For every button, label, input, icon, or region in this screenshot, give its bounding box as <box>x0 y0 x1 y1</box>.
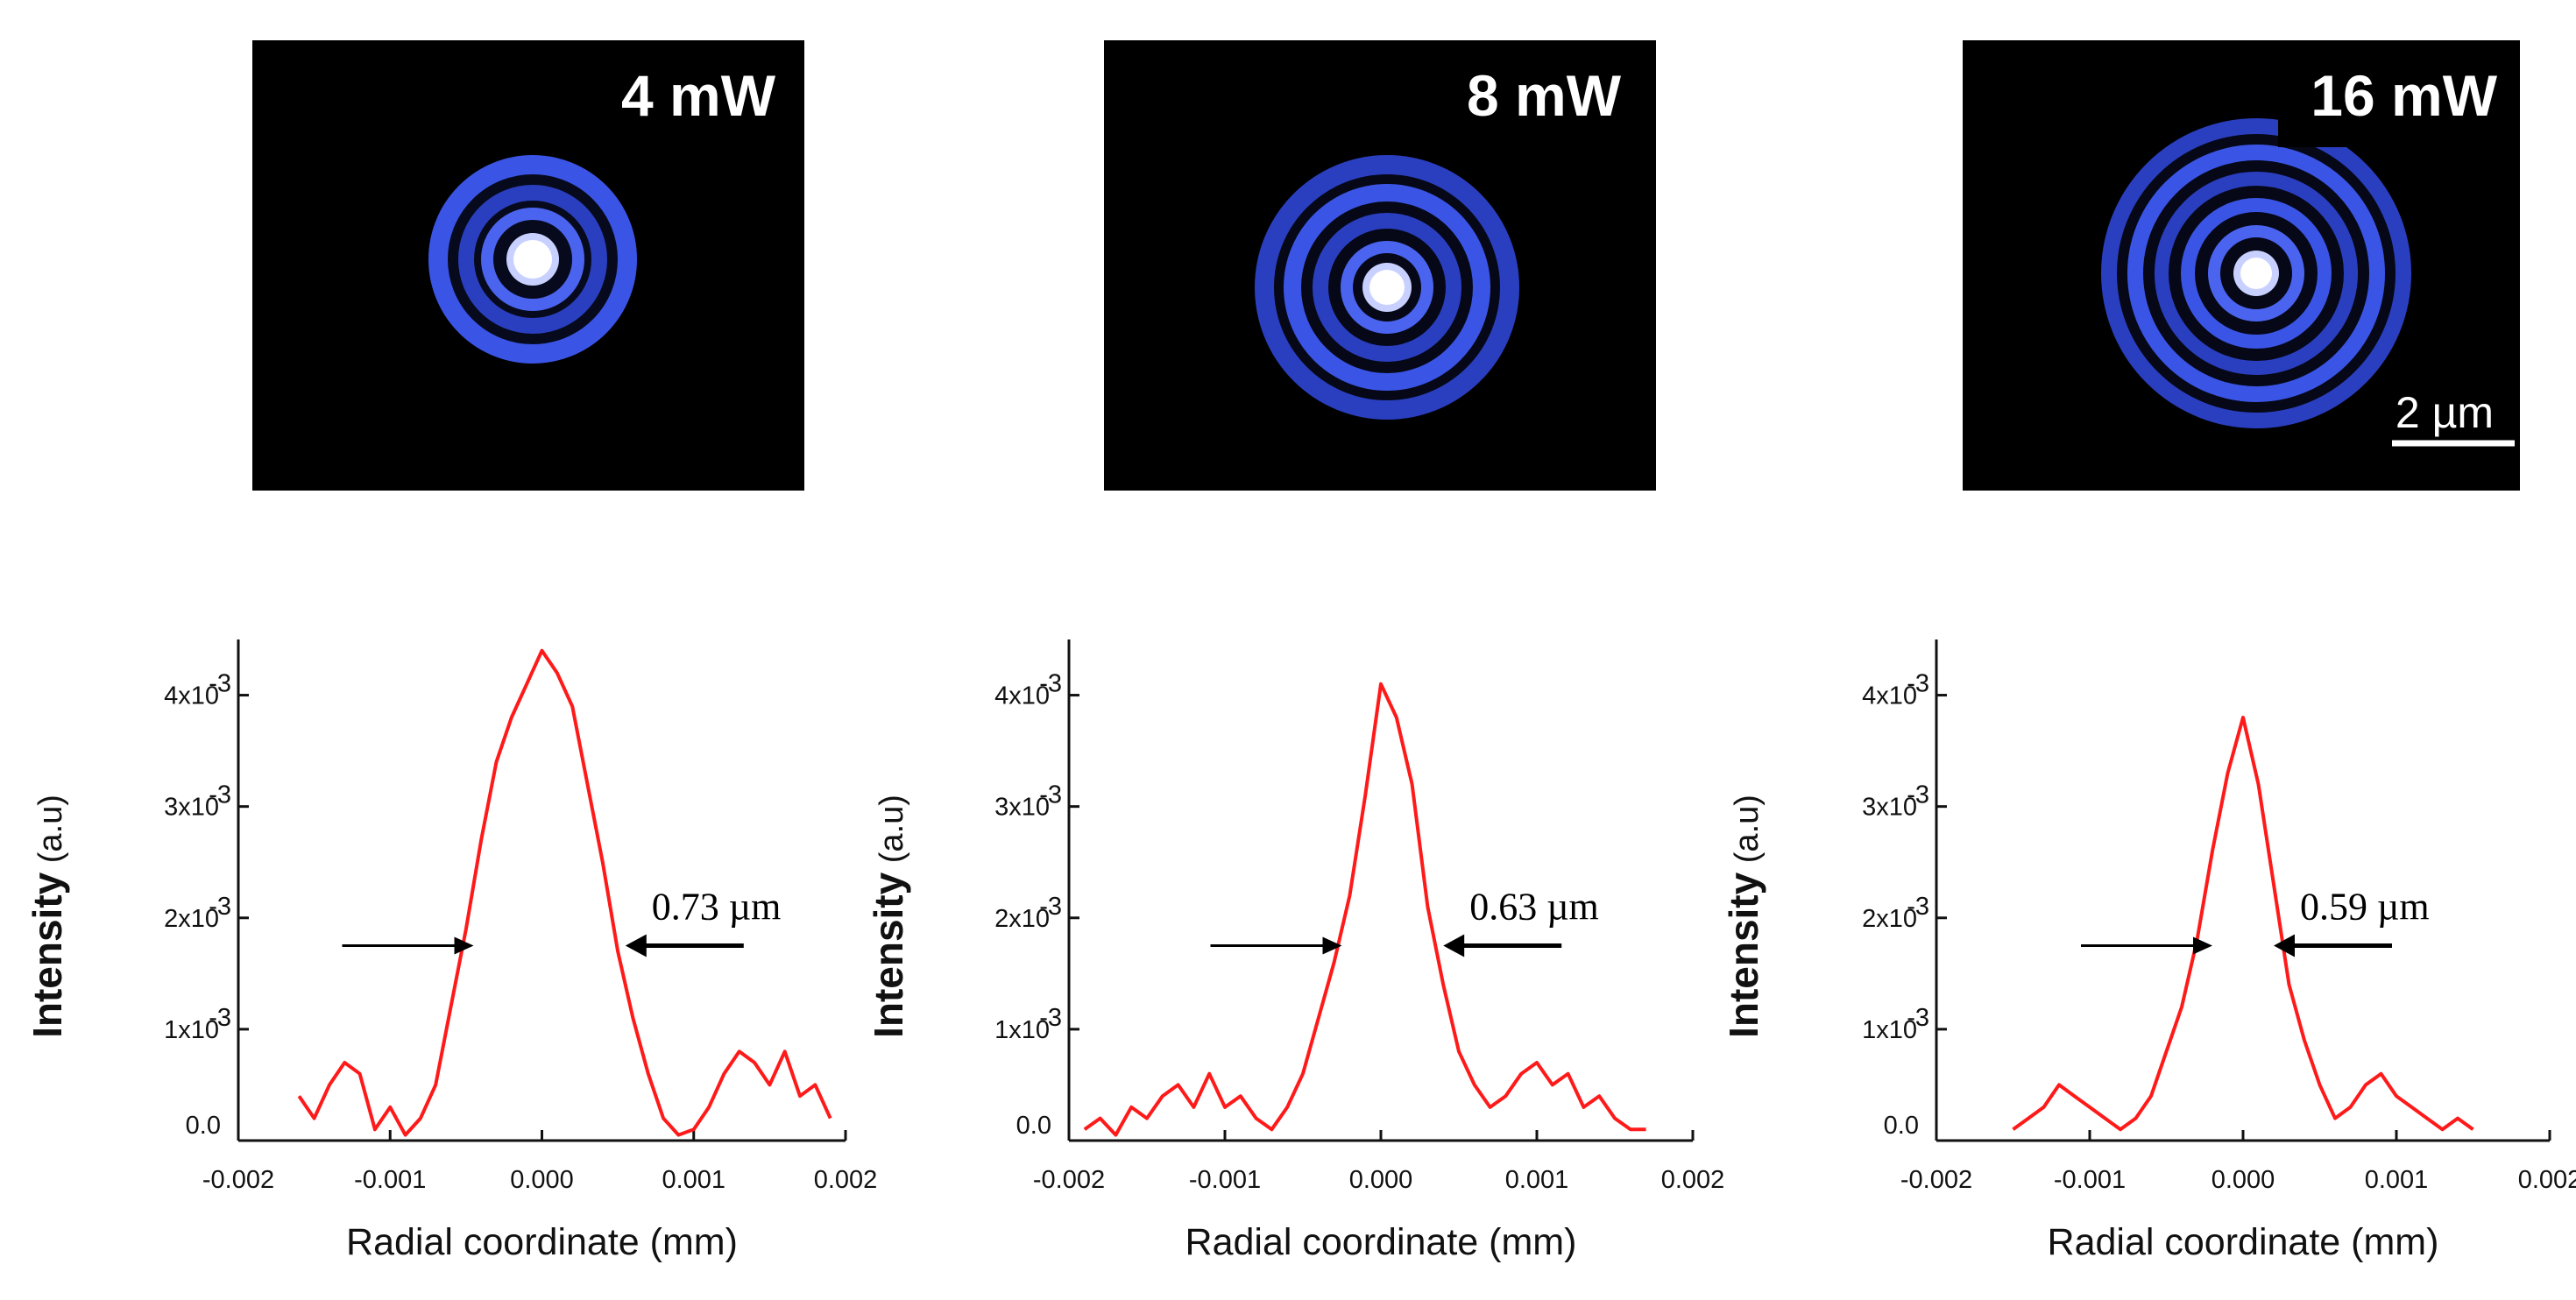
y-tick-label: 2x10 <box>994 905 1050 933</box>
x-tick-label: 0.000 <box>2212 1166 2275 1194</box>
y-tick-label: 1x10 <box>164 1016 219 1044</box>
power-label-4mw: 4 mW <box>621 63 776 128</box>
x-tick-label: -0.001 <box>1189 1166 1261 1194</box>
x-tick-label: -0.002 <box>1033 1166 1105 1194</box>
y-tick-label: 0.0 <box>1016 1112 1051 1140</box>
y-tick-exponent: -3 <box>1907 1004 1929 1032</box>
y-axis-label-unit: (a.u) <box>874 795 910 873</box>
y-tick-exponent: -3 <box>209 1004 231 1032</box>
y-axis-label-main: Intensity <box>866 872 911 1038</box>
x-tick-label: 0.001 <box>662 1166 725 1194</box>
beam-image-4mw: 4 mW <box>252 40 804 491</box>
y-tick-exponent: -3 <box>1907 893 1929 921</box>
y-tick-exponent: -3 <box>1907 670 1929 698</box>
y-tick-exponent: -3 <box>209 893 231 921</box>
y-tick-exponent: -3 <box>209 670 231 698</box>
fwhm-arrowhead-right <box>2274 934 2295 957</box>
x-axis-label: Radial coordinate (mm) <box>1185 1221 1577 1263</box>
intensity-curve <box>1083 682 1646 1137</box>
fwhm-arrowhead-left <box>2193 936 2212 955</box>
y-tick-label: 3x10 <box>1862 794 1917 822</box>
y-tick-exponent: -3 <box>1039 781 1062 809</box>
x-tick-label: -0.002 <box>202 1166 274 1194</box>
y-tick-label: 3x10 <box>994 794 1050 822</box>
beam-image-8mw: 8 mW <box>1104 40 1656 491</box>
power-label-16mw: 16 mW <box>2311 63 2497 128</box>
beam-core-16mw <box>2240 258 2272 289</box>
y-tick-exponent: -3 <box>1039 670 1062 698</box>
y-tick-exponent: -3 <box>1039 893 1062 921</box>
y-axis-label-main: Intensity <box>1721 872 1766 1038</box>
x-tick-label: 0.002 <box>814 1166 878 1194</box>
intensity-curve <box>297 648 832 1137</box>
y-tick-label: 4x10 <box>1862 682 1917 710</box>
plot-8mw: -0.002 -0.001 0.000 0.001 0.0020.01x10-32x10… <box>866 639 1724 1263</box>
y-tick-label: 4x10 <box>164 682 219 710</box>
y-tick-exponent: -3 <box>209 781 231 809</box>
fwhm-arrowhead-left <box>1322 936 1342 955</box>
y-tick-label: 1x10 <box>1862 1016 1917 1044</box>
plot-16mw: -0.002 -0.001 0.000 0.001 0.0020.01x10-32x10… <box>1721 639 2576 1263</box>
x-tick-label: 0.000 <box>510 1166 574 1194</box>
x-tick-label: 0.001 <box>1505 1166 1569 1194</box>
x-tick-label: 0.002 <box>2518 1166 2576 1194</box>
fwhm-label: 0.73 µm <box>652 886 782 929</box>
y-tick-label: 0.0 <box>186 1112 221 1140</box>
y-axis-label: Intensity (a.u) <box>25 795 70 1038</box>
beam-image-16mw: 16 mW 2 µm <box>1963 40 2520 491</box>
fwhm-arrowhead-right <box>625 934 647 957</box>
fwhm-arrowhead-left <box>454 936 474 955</box>
y-tick-label: 2x10 <box>1862 905 1917 933</box>
x-axis-label: Radial coordinate (mm) <box>346 1221 738 1263</box>
intensity-curve <box>2012 716 2474 1132</box>
y-tick-exponent: -3 <box>1039 1004 1062 1032</box>
x-tick-label: 0.001 <box>2365 1166 2429 1194</box>
y-tick-label: 4x10 <box>994 682 1050 710</box>
scale-bar-label: 2 µm <box>2396 388 2494 437</box>
x-tick-label: -0.001 <box>354 1166 426 1194</box>
power-label-8mw: 8 mW <box>1467 63 1622 128</box>
x-tick-label: -0.001 <box>2054 1166 2126 1194</box>
y-tick-label: 0.0 <box>1884 1112 1919 1140</box>
beam-core-8mw <box>1369 270 1405 305</box>
x-tick-label: 0.000 <box>1349 1166 1413 1194</box>
y-tick-label: 1x10 <box>994 1016 1050 1044</box>
y-axis-label-unit: (a.u) <box>32 795 69 873</box>
y-axis-label-unit: (a.u) <box>1729 795 1766 873</box>
fwhm-label: 0.59 µm <box>2300 886 2430 929</box>
x-tick-label: 0.002 <box>1661 1166 1725 1194</box>
plot-4mw: -0.002 -0.001 0.000 0.001 0.0020.01x10-32x10… <box>25 639 877 1263</box>
y-tick-label: 3x10 <box>164 794 219 822</box>
y-tick-exponent: -3 <box>1907 781 1929 809</box>
x-tick-label: -0.002 <box>1900 1166 1972 1194</box>
y-axis-label: Intensity (a.u) <box>1721 795 1766 1038</box>
beam-core-4mw <box>513 240 552 279</box>
fwhm-label: 0.63 µm <box>1469 886 1599 929</box>
y-axis-label: Intensity (a.u) <box>866 795 911 1038</box>
y-tick-label: 2x10 <box>164 905 219 933</box>
fwhm-arrowhead-right <box>1443 934 1465 957</box>
x-axis-label: Radial coordinate (mm) <box>2048 1221 2439 1263</box>
y-axis-label-main: Intensity <box>25 872 70 1038</box>
